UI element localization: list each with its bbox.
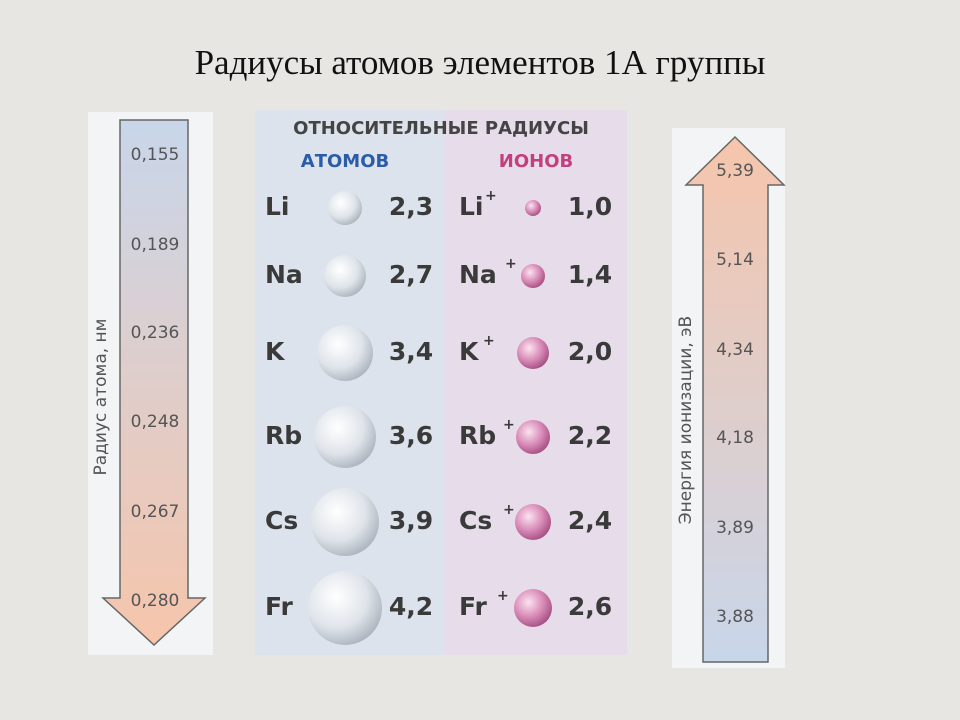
ion-symbol: Rb (459, 421, 496, 450)
radius-value: 0,280 (131, 591, 180, 611)
radius-value: 0,248 (131, 412, 180, 432)
atom-sphere (308, 571, 382, 645)
axis-label: Энергия ионизации, эВ (676, 316, 696, 524)
element-symbol: Li (265, 192, 290, 221)
atom-radius: 2,7 (389, 260, 433, 289)
ion-charge: + (485, 188, 497, 204)
atom-sphere (314, 406, 376, 468)
ion-symbol: Cs (459, 506, 492, 535)
atom-sphere (311, 488, 379, 556)
energy-value: 3,89 (716, 518, 754, 538)
energy-value: 3,88 (716, 607, 754, 627)
energy-value: 4,18 (716, 428, 754, 448)
atom-radius: 3,6 (389, 421, 433, 450)
ion-charge: + (497, 588, 509, 604)
table-header: ОТНОСИТЕЛЬНЫЕ РАДИУСЫ (293, 118, 589, 139)
ion-sphere (517, 337, 549, 369)
element-symbol: Cs (265, 506, 298, 535)
energy-value: 4,34 (716, 340, 754, 360)
ion-sphere (521, 264, 545, 288)
ion-sphere (525, 200, 541, 216)
radius-value: 0,155 (131, 145, 180, 165)
energy-value: 5,39 (716, 161, 754, 181)
atoms-header: АТОМОВ (301, 151, 389, 172)
radius-value: 0,267 (131, 502, 180, 522)
element-symbol: Rb (265, 421, 302, 450)
atom-sphere (328, 191, 362, 225)
ion-charge: + (503, 502, 515, 518)
axis-label: Радиус атома, нм (91, 319, 111, 476)
ion-radius: 2,4 (568, 506, 612, 535)
ion-radius: 1,0 (568, 192, 612, 221)
ion-symbol: Na (459, 260, 497, 289)
atom-radius: 3,9 (389, 506, 433, 535)
ion-radius: 1,4 (568, 260, 612, 289)
up-arrow (684, 135, 786, 663)
title: Радиусы атомов элементов 1А группы (195, 43, 766, 82)
atom-sphere (324, 255, 366, 297)
atom-radius: 2,3 (389, 192, 433, 221)
ion-sphere (516, 420, 550, 454)
ion-charge: + (503, 417, 515, 433)
ion-charge: + (483, 333, 495, 349)
atom-radius: 3,4 (389, 337, 433, 366)
ion-radius: 2,2 (568, 421, 612, 450)
radius-value: 0,189 (131, 235, 180, 255)
ion-sphere (515, 504, 551, 540)
ion-symbol: Li (459, 192, 484, 221)
energy-value: 5,14 (716, 250, 754, 270)
ion-symbol: Fr (459, 592, 487, 621)
element-symbol: Na (265, 260, 303, 289)
atom-sphere (317, 325, 373, 381)
element-symbol: Fr (265, 592, 293, 621)
ion-sphere (514, 589, 552, 627)
ion-charge: + (505, 256, 517, 272)
element-symbol: K (265, 337, 286, 366)
ion-radius: 2,6 (568, 592, 612, 621)
down-arrow (101, 119, 207, 647)
atom-radius: 4,2 (389, 592, 433, 621)
ion-radius: 2,0 (568, 337, 612, 366)
ions-header: ИОНОВ (499, 151, 573, 172)
ion-symbol: K (459, 337, 480, 366)
radius-value: 0,236 (131, 323, 180, 343)
